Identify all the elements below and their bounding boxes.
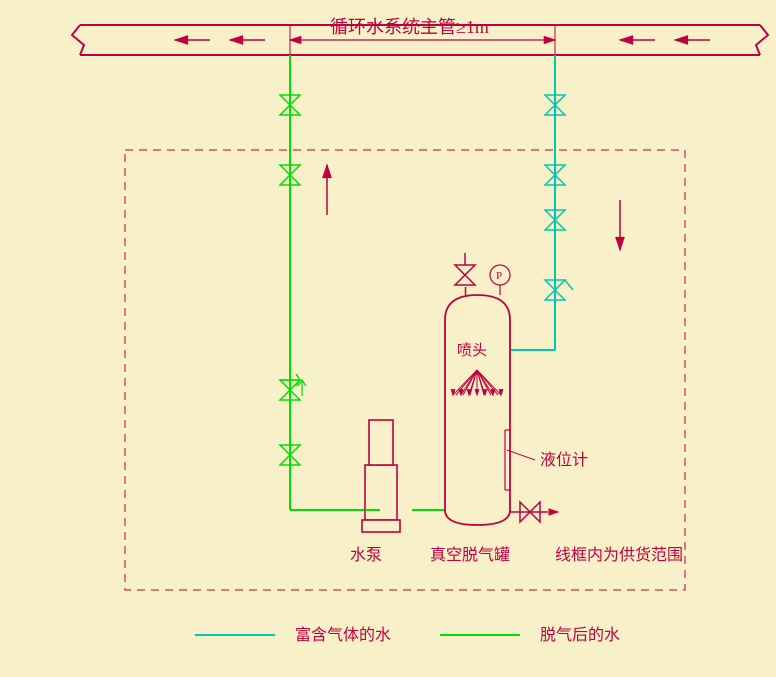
scope-box (125, 150, 685, 590)
legend-rich-label: 富含气体的水 (295, 626, 391, 644)
level-gauge-label: 液位计 (540, 451, 588, 469)
svg-text:P: P (496, 270, 502, 282)
main-pipe-label: 循环水系统主管≥1m (330, 17, 489, 37)
vacuum-tank-label: 真空脱气罐 (430, 546, 510, 564)
vacuum-tank (445, 295, 510, 525)
spray-head-label: 喷头 (457, 342, 487, 359)
pump-motor (369, 420, 393, 465)
pump-label: 水泵 (350, 546, 382, 564)
pump-base (365, 465, 397, 520)
legend-degassed-label: 脱气后的水 (540, 626, 620, 644)
scope-label: 线框内为供货范围 (555, 546, 683, 564)
